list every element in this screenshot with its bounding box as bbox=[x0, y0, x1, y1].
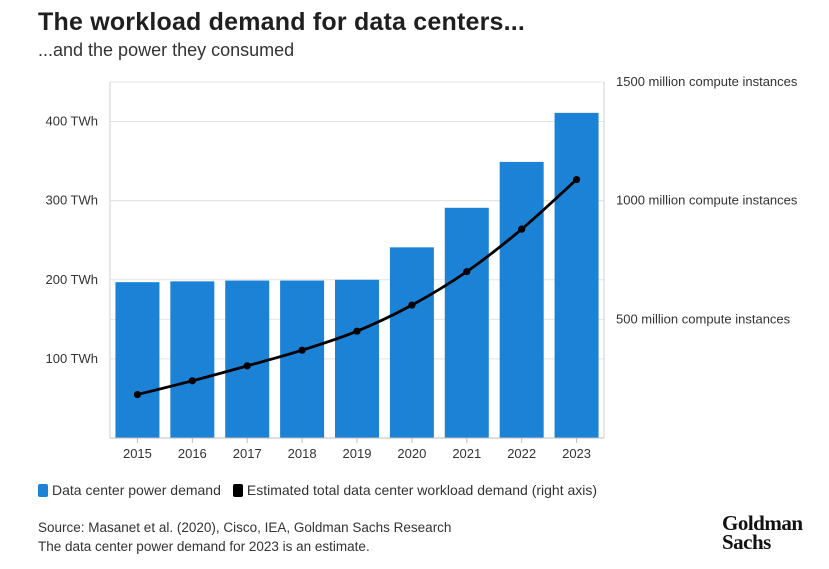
estimate-note: The data center power demand for 2023 is… bbox=[38, 539, 370, 554]
y-right-tick-label: 1000 million compute instances bbox=[616, 193, 798, 208]
bar-series bbox=[115, 112, 599, 438]
x-tick-label: 2021 bbox=[452, 446, 481, 461]
axes: 100 TWh 200 TWh 300 TWh 400 TWh 500 million … bbox=[45, 74, 797, 461]
legend-swatch-line bbox=[232, 483, 243, 497]
y-left-tick-label: 200 TWh bbox=[45, 272, 98, 287]
x-tick-label: 2022 bbox=[507, 446, 536, 461]
x-tick-label: 2020 bbox=[397, 446, 426, 461]
bar-2016 bbox=[170, 281, 215, 438]
line-point-2016 bbox=[188, 377, 196, 385]
line-point-2020 bbox=[408, 301, 416, 309]
legend-label-line: Estimated total data center workload dem… bbox=[246, 482, 598, 498]
legend-item-workload: Estimated total data center workload dem… bbox=[232, 482, 598, 498]
line-point-2015 bbox=[133, 390, 142, 399]
y-left-tick-label: 300 TWh bbox=[45, 193, 98, 208]
goldman-sachs-logo: Goldman Sachs bbox=[722, 511, 803, 554]
y-left-tick-label: 400 TWh bbox=[45, 114, 98, 129]
line-point-2021 bbox=[463, 268, 471, 276]
y-left-tick-label: 100 TWh bbox=[45, 351, 98, 366]
x-tick-label: 2023 bbox=[562, 446, 591, 461]
y-right-tick-label: 1500 million compute instances bbox=[616, 74, 798, 89]
chart-subtitle: ...and the power they consumed bbox=[38, 40, 295, 60]
bar-2020 bbox=[389, 247, 434, 438]
legend: Data center power demand Estimated total… bbox=[38, 482, 609, 498]
workload-line bbox=[137, 178, 578, 396]
source-note: Source: Masanet et al. (2020), Cisco, IE… bbox=[38, 518, 451, 556]
legend-label-bars: Data center power demand bbox=[52, 482, 221, 498]
line-point-2022 bbox=[518, 225, 526, 233]
line-point-2019 bbox=[353, 327, 361, 335]
chart: 100 TWh 200 TWh 300 TWh 400 TWh 500 million … bbox=[45, 74, 797, 461]
x-tick-label: 2019 bbox=[343, 446, 372, 461]
legend-item-power: Data center power demand bbox=[38, 482, 221, 498]
bar-2019 bbox=[335, 279, 379, 438]
line-point-2018 bbox=[298, 346, 306, 354]
line-point-2023 bbox=[572, 175, 581, 184]
chart-title: The workload demand for data centers... bbox=[38, 8, 526, 36]
line-series bbox=[133, 175, 581, 399]
bar-2017 bbox=[225, 280, 270, 438]
x-tick-label: 2015 bbox=[123, 446, 152, 461]
bar-2021 bbox=[444, 207, 489, 438]
x-tick-label: 2016 bbox=[178, 446, 207, 461]
source-text: Source: Masanet et al. (2020), Cisco, IE… bbox=[38, 520, 452, 535]
bar-2023 bbox=[554, 112, 599, 438]
bar-2015 bbox=[115, 282, 160, 438]
y-right-tick-label: 500 million compute instances bbox=[616, 311, 791, 326]
bar-2022 bbox=[499, 161, 544, 438]
line-point-2017 bbox=[243, 362, 251, 370]
x-tick-label: 2017 bbox=[233, 446, 262, 461]
x-tick-label: 2018 bbox=[288, 446, 317, 461]
bar-2018 bbox=[280, 280, 325, 438]
legend-swatch-bars bbox=[38, 483, 48, 497]
